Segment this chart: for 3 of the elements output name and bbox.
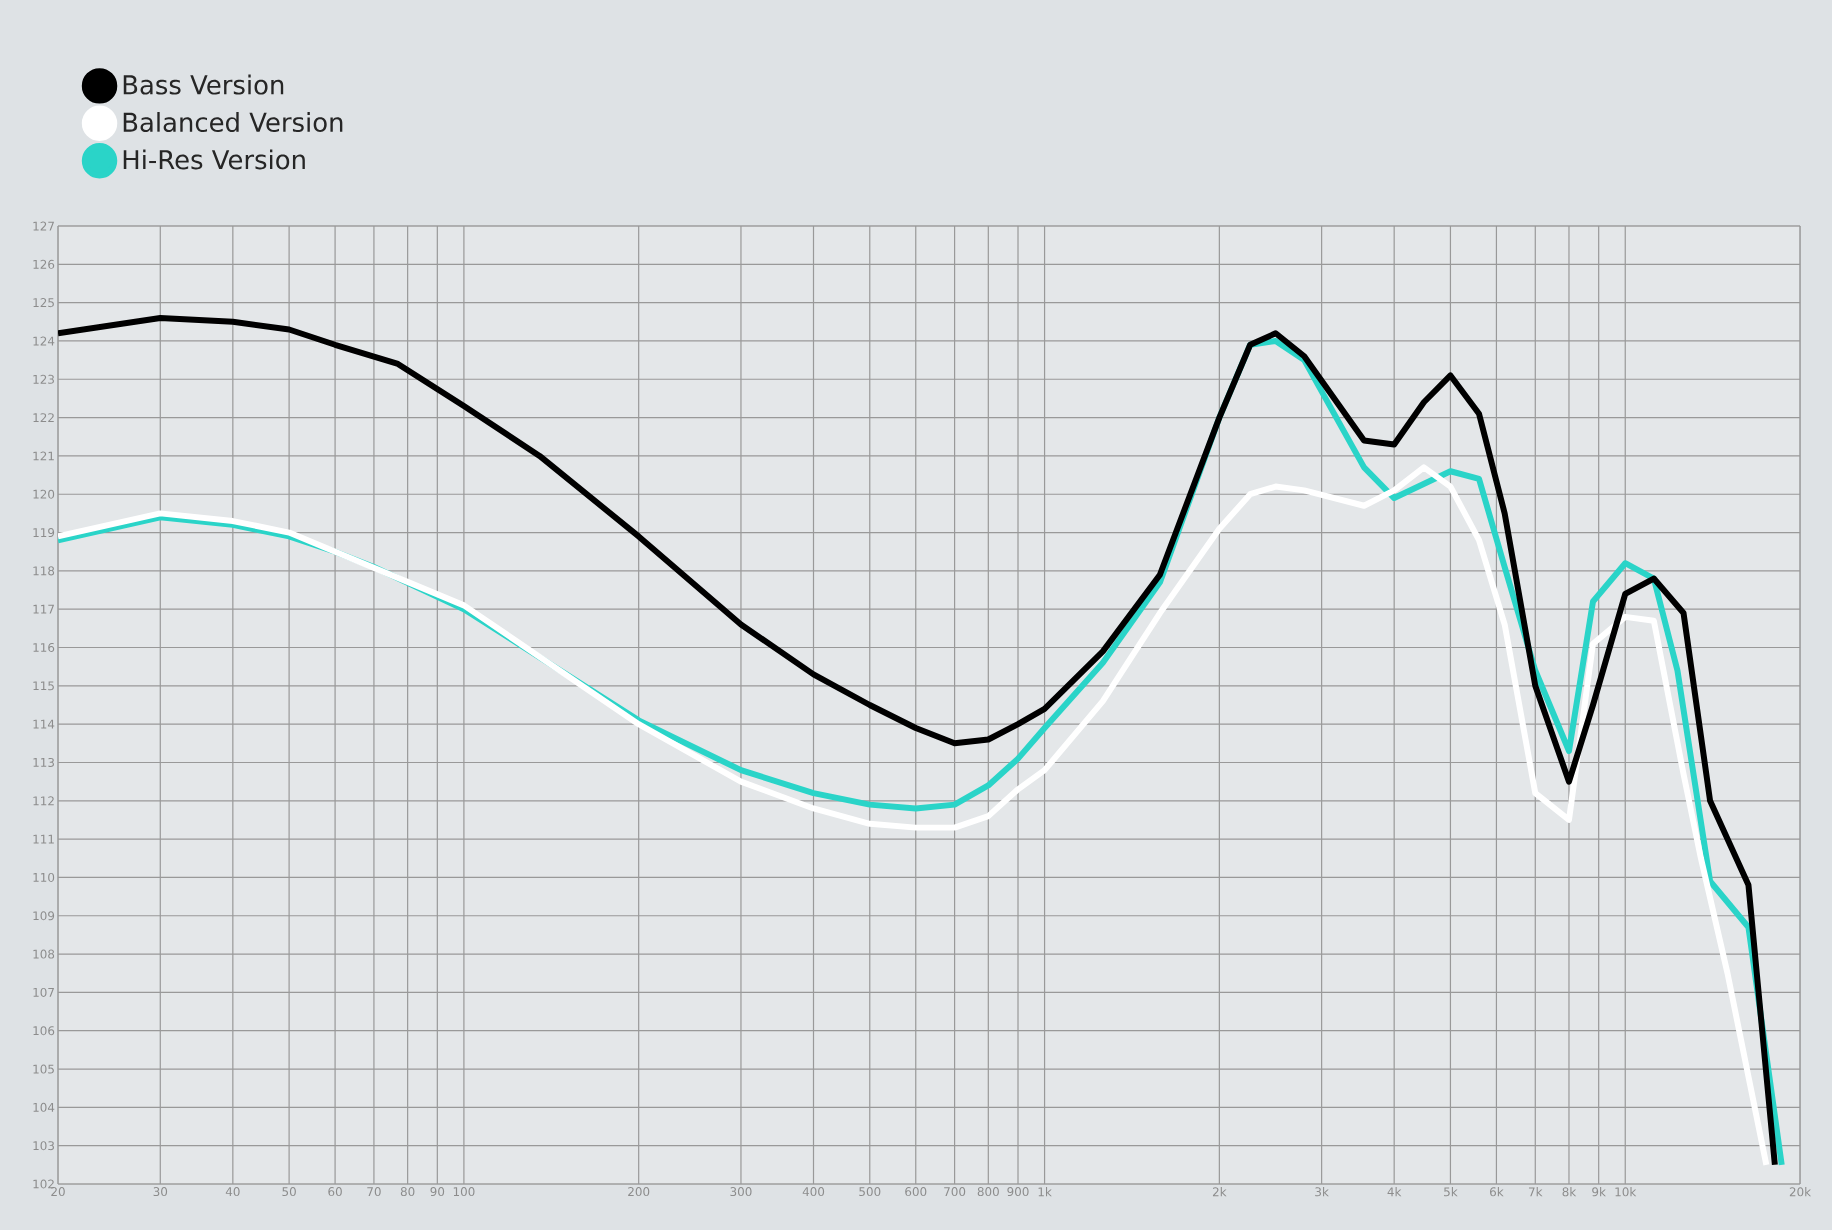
legend-label: Hi-Res Version — [123, 149, 305, 170]
legend-label: Balanced Version — [123, 111, 343, 133]
legend-label: Bass Version — [123, 74, 284, 95]
